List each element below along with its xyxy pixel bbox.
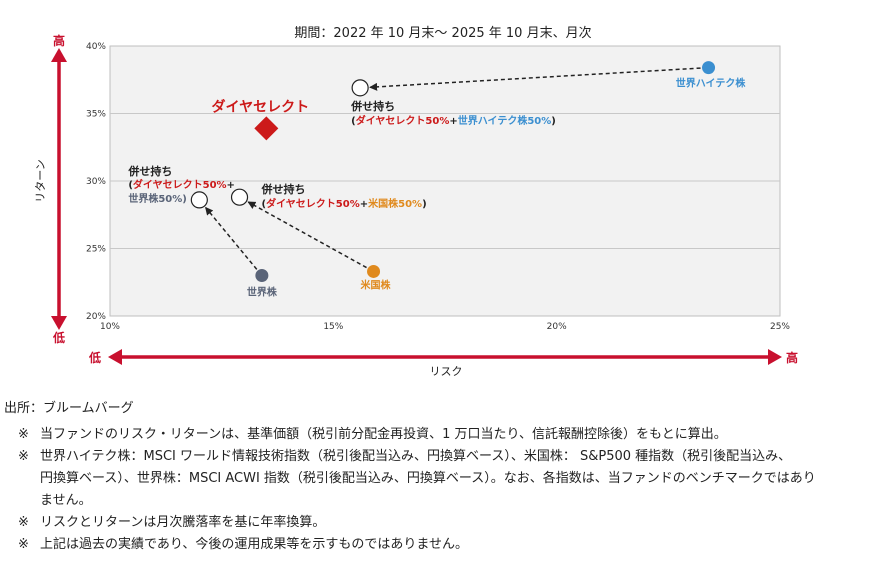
point-world_tech <box>702 61 716 75</box>
footnote-mark: ※ <box>18 449 29 464</box>
y-tick-label: 35% <box>86 110 106 120</box>
label-combo_world-line: 世界株50%) <box>128 192 187 205</box>
y-axis-high-label: 高 <box>53 33 65 48</box>
footnote-mark: ※ <box>18 515 29 530</box>
footnote-text: 上記は過去の実績であり、今後の運用成果等を示すものではありません。 <box>40 534 890 556</box>
footnote-line: 世界ハイテク株：MSCI ワールド情報技術指数（税引後配当込み、円換算ベース）、… <box>40 449 792 464</box>
label-combo_us-line: 併せ持ち <box>261 182 306 196</box>
y-axis-low-label: 低 <box>52 330 65 345</box>
point-labels: ダイヤセレクト世界ハイテク株世界株米国株併せ持ち(ダイヤセレクト50%+世界ハイ… <box>127 77 746 299</box>
label-combo_world-line: (ダイヤセレクト50%+ <box>128 178 235 191</box>
point-diamond <box>254 116 279 141</box>
label-diamond: ダイヤセレクト <box>212 98 310 115</box>
x-tick-label: 20% <box>547 322 567 332</box>
gridlines <box>110 113 780 249</box>
x-axis-arrow-head-right <box>768 349 782 365</box>
label-combo_tech-line: (ダイヤセレクト50%+世界ハイテク株50%) <box>351 114 556 127</box>
risk-return-chart: 期間：2022 年 10 月末～ 2025 年 10 月末、月次 20% 25% 3… <box>34 25 798 378</box>
footnote-text: 当ファンドのリスク・リターンは、基準価額（税引前分配金再投資、1 万口当たり、信… <box>40 424 890 446</box>
label-world_tech: 世界ハイテク株 <box>676 77 747 90</box>
arrow-world_tech <box>369 67 701 91</box>
y-tick-labels: 20% 25% 30% 35% 40% <box>86 42 106 322</box>
point-us <box>367 264 381 278</box>
label-combo_world-line: 併せ持ち <box>127 164 172 178</box>
arrow-world <box>205 206 258 270</box>
label-combo_tech-line: 併せ持ち <box>350 99 395 113</box>
arrow-us <box>247 201 367 269</box>
x-tick-label: 15% <box>323 322 343 332</box>
data-points <box>190 61 716 282</box>
x-tick-label: 10% <box>100 322 120 332</box>
footnote-mark: ※ <box>18 537 29 552</box>
footnote-line: 上記は過去の実績であり、今後の運用成果等を示すものではありません。 <box>40 537 468 552</box>
y-axis-arrow-head-bottom <box>51 316 67 330</box>
y-tick-label: 20% <box>86 312 106 322</box>
x-axis-low-label: 低 <box>88 350 101 365</box>
point-combo_us <box>230 188 249 206</box>
point-combo_tech <box>351 79 369 97</box>
x-axis-arrow-head-left <box>108 349 122 365</box>
footnote-line: 当ファンドのリスク・リターンは、基準価額（税引前分配金再投資、1 万口当たり、信… <box>40 427 727 442</box>
y-tick-label: 40% <box>86 42 106 52</box>
point-combo_world <box>190 191 208 209</box>
shift-arrows <box>205 67 701 270</box>
y-axis-arrow-head-top <box>51 48 67 62</box>
source-note: 出所：ブルームバーグ <box>4 401 134 416</box>
footnote-text: リスクとリターンは月次騰落率を基に年率換算。 <box>40 512 890 534</box>
x-tick-labels: 10% 15% 20% 25% <box>100 322 790 332</box>
label-world: 世界株 <box>247 286 278 299</box>
chart-title: 期間：2022 年 10 月末～ 2025 年 10 月末、月次 <box>294 25 591 41</box>
x-axis-high-label: 高 <box>786 350 798 365</box>
x-axis-title: リスク <box>430 365 463 378</box>
footnote-line: ません。 <box>40 493 92 508</box>
y-axis-title: リターン <box>34 159 47 202</box>
y-tick-label: 25% <box>86 245 106 255</box>
footnote-text: 世界ハイテク株：MSCI ワールド情報技術指数（税引後配当込み、円換算ベース）、… <box>40 446 890 512</box>
x-tick-label: 25% <box>770 322 790 332</box>
point-world <box>255 269 269 282</box>
footnote-mark: ※ <box>18 427 29 442</box>
footnote-line: 円換算ベース）、世界株：MSCI ACWI 指数（税引後配当込み、円換算ベース）… <box>40 471 816 486</box>
y-tick-label: 30% <box>86 177 106 187</box>
footnote-line: リスクとリターンは月次騰落率を基に年率換算。 <box>40 515 326 530</box>
label-us: 米国株 <box>361 278 392 291</box>
label-combo_us-line: (ダイヤセレクト50%+米国株50%) <box>262 197 427 210</box>
